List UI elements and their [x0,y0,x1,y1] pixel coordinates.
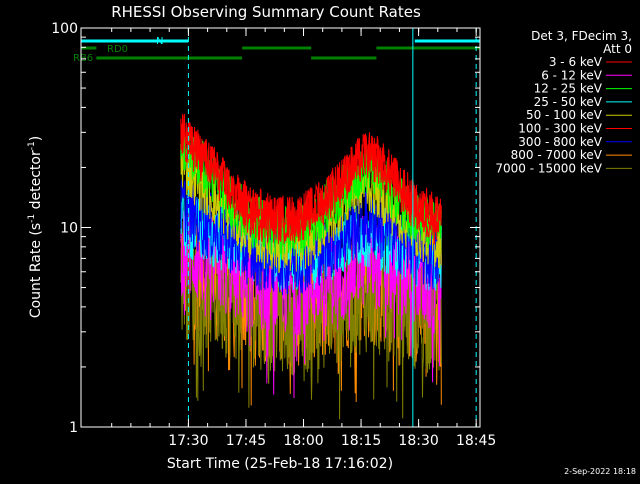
legend-entry-label: 100 - 300 keV [518,122,602,136]
cyan-flag-label: N [156,36,163,47]
y-axis-label-end: ) [28,136,44,141]
y-tick-label: 1 [69,420,78,436]
y-axis-label-sup: -1 [27,214,37,223]
legend-entry-label: 6 - 12 keV [541,68,603,82]
legend-entry-label: 7000 - 15000 keV [495,161,602,175]
legend-entry-label: 3 - 6 keV [549,55,603,69]
rd0-flag-label: RD0 [107,44,128,55]
x-tick-label: 18:45 [456,433,496,449]
x-axis-ticks: 17:30 17:45 18:00 18:15 18:30 18:45 [111,28,496,449]
x-tick-label: 18:00 [283,433,323,449]
y-tick-label: 10 [60,221,78,237]
y-axis-ticks: 1 10 100 [51,21,480,436]
series-layer [180,113,442,420]
series-line-4 [180,143,442,274]
chart-title: RHESSI Observing Summary Count Rates [111,3,421,21]
legend-header-line-2: Att 0 [603,42,632,56]
legend-entry-label: 12 - 25 keV [534,82,603,96]
x-tick-label: 18:30 [398,433,438,449]
legend-header-line-1: Det 3, FDecim 3, [531,29,632,43]
x-tick-label: 17:30 [168,433,208,449]
footer-timestamp: 2-Sep-2022 18:18 [564,467,636,476]
legend-entry-label: 800 - 7000 keV [511,148,603,162]
series-line-5 [180,118,442,237]
legend-entry-label: 300 - 800 keV [518,135,602,149]
legend-entry-label: 50 - 100 keV [526,108,603,122]
y-tick-label: 100 [51,21,78,37]
x-tick-label: 18:15 [341,433,381,449]
y-axis-label-main: Count Rate (s [28,223,44,318]
y-axis-label-sup2: -1 [27,141,37,150]
x-tick-label: 17:45 [226,433,266,449]
legend-entry-label: 25 - 50 keV [534,95,603,109]
x-axis-label: Start Time (25-Feb-18 17:16:02) [167,456,393,472]
y-axis-label-mid: detector [28,150,44,214]
y-axis-label: Count Rate (s-1 detector-1) [27,136,44,318]
